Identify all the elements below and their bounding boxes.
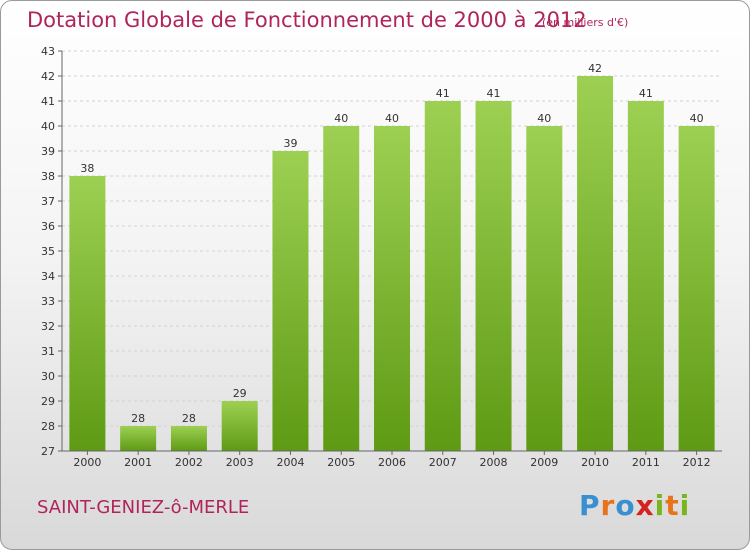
bar-value-label: 40 [334, 112, 348, 125]
chart-title: Dotation Globale de Fonctionnement de 20… [27, 8, 587, 32]
logo-letter: r [600, 489, 616, 522]
y-tick-label: 29 [41, 395, 55, 408]
y-tick-label: 30 [41, 370, 55, 383]
commune-name: SAINT-GENIEZ-ô-MERLE [37, 497, 250, 518]
y-tick-label: 39 [41, 145, 55, 158]
y-tick-label: 27 [41, 445, 55, 458]
bar-2002[interactable] [170, 426, 207, 451]
x-tick-label: 2003 [226, 456, 254, 469]
y-tick-label: 37 [41, 195, 55, 208]
logo-letter: x [635, 489, 655, 522]
bar-2004[interactable] [272, 151, 309, 451]
bar-2010[interactable] [577, 76, 614, 451]
x-tick-label: 2005 [327, 456, 355, 469]
logo-letter: i [654, 489, 666, 522]
x-tick-label: 2004 [276, 456, 304, 469]
bar-value-label: 38 [80, 162, 94, 175]
y-tick-label: 36 [41, 220, 55, 233]
x-tick-label: 2011 [632, 456, 660, 469]
bar-value-label: 41 [436, 87, 450, 100]
bar-value-label: 29 [233, 387, 247, 400]
bar-2012[interactable] [678, 126, 715, 451]
bar-2003[interactable] [221, 401, 258, 451]
logo-letter: i [679, 489, 691, 522]
bar-value-label: 40 [690, 112, 704, 125]
logo-letter: o [615, 489, 636, 522]
y-tick-label: 42 [41, 70, 55, 83]
x-tick-label: 2010 [581, 456, 609, 469]
bar-2009[interactable] [526, 126, 563, 451]
bar-value-label: 42 [588, 62, 602, 75]
y-tick-label: 40 [41, 120, 55, 133]
y-tick-label: 43 [41, 45, 55, 58]
bar-2005[interactable] [323, 126, 360, 451]
x-tick-label: 2007 [429, 456, 457, 469]
x-tick-label: 2009 [530, 456, 558, 469]
proxiti-logo[interactable]: Proxiti [579, 489, 690, 522]
y-tick-label: 33 [41, 295, 55, 308]
bar-value-label: 41 [487, 87, 501, 100]
bar-value-label: 40 [537, 112, 551, 125]
y-tick-label: 38 [41, 170, 55, 183]
bar-2011[interactable] [627, 101, 664, 451]
x-tick-label: 2000 [73, 456, 101, 469]
bar-value-label: 28 [131, 412, 145, 425]
y-tick-label: 32 [41, 320, 55, 333]
bar-2006[interactable] [374, 126, 410, 451]
bar-value-label: 39 [283, 137, 297, 150]
y-tick-label: 34 [41, 270, 55, 283]
x-tick-label: 2012 [683, 456, 711, 469]
bar-2008[interactable] [475, 101, 512, 451]
x-tick-label: 2002 [175, 456, 203, 469]
bar-2000[interactable] [69, 176, 106, 451]
chart-unit: (en milliers d'€) [542, 16, 629, 29]
y-tick-label: 41 [41, 95, 55, 108]
x-tick-label: 2001 [124, 456, 152, 469]
x-tick-label: 2006 [378, 456, 406, 469]
y-tick-label: 28 [41, 420, 55, 433]
bar-value-label: 41 [639, 87, 653, 100]
logo-letter: P [579, 489, 601, 522]
bar-value-label: 40 [385, 112, 399, 125]
y-tick-label: 35 [41, 245, 55, 258]
x-tick-label: 2008 [480, 456, 508, 469]
bar-value-label: 28 [182, 412, 196, 425]
bar-2001[interactable] [120, 426, 157, 451]
logo-letter: t [665, 489, 680, 522]
bar-2007[interactable] [424, 101, 461, 451]
y-tick-label: 31 [41, 345, 55, 358]
